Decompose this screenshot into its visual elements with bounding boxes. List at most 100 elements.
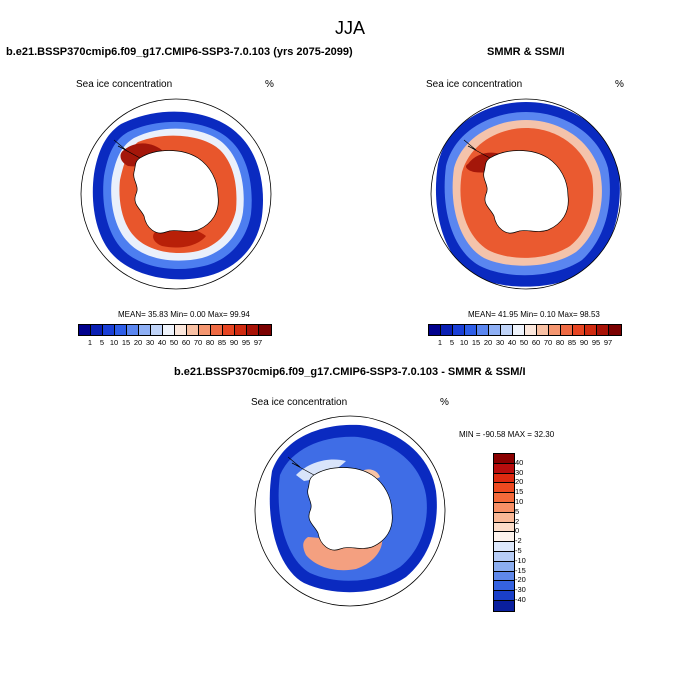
colorbar-tick-label: 80 xyxy=(555,338,565,347)
colorbar-tick-label: 20 xyxy=(133,338,143,347)
colorbar-tick-label: 85 xyxy=(567,338,577,347)
colorbar-tick-label: 40 xyxy=(157,338,167,347)
colorbar-tick-label: 5 xyxy=(449,338,455,347)
diff-polar-map xyxy=(254,415,446,607)
colorbar-swatch xyxy=(187,325,199,335)
colorbar-swatch xyxy=(549,325,561,335)
colorbar-tick-label: 20 xyxy=(483,338,493,347)
model-polar-map xyxy=(80,98,272,290)
model-stats: MEAN= 35.83 Min= 0.00 Max= 99.94 xyxy=(118,310,250,319)
obs-units-label: % xyxy=(615,79,624,90)
colorbar-swatch xyxy=(513,325,525,335)
colorbar-swatch xyxy=(127,325,139,335)
colorbar-swatch xyxy=(259,325,271,335)
colorbar-tick-label: 0 xyxy=(515,526,520,536)
colorbar-swatch xyxy=(103,325,115,335)
colorbar-swatch xyxy=(494,591,514,601)
colorbar-swatch xyxy=(573,325,585,335)
colorbar-swatch xyxy=(494,502,514,513)
colorbar-swatch xyxy=(441,325,453,335)
colorbar-tick-label: 5 xyxy=(99,338,105,347)
colorbar-swatch xyxy=(525,325,537,335)
colorbar-tick-label: 10 xyxy=(515,497,524,506)
colorbar-tick-label: -10 xyxy=(515,555,526,565)
colorbar-swatch xyxy=(494,493,514,503)
colorbar-tick-label: 50 xyxy=(519,338,529,347)
model-antarctica-land xyxy=(133,150,219,234)
colorbar-swatch xyxy=(79,325,91,335)
model-variable-label: Sea ice concentration xyxy=(76,79,173,90)
colorbar-tick-label: -2 xyxy=(515,536,522,546)
colorbar-swatch xyxy=(489,325,501,335)
colorbar-tick-label: 30 xyxy=(145,338,155,347)
colorbar-swatch xyxy=(429,325,441,335)
colorbar-swatch xyxy=(494,581,514,592)
obs-polar-map xyxy=(430,98,622,290)
colorbar-swatch xyxy=(609,325,621,335)
obs-stats: MEAN= 41.95 Min= 0.10 Max= 98.53 xyxy=(468,310,600,319)
colorbar-tick-label: 95 xyxy=(591,338,601,347)
colorbar-swatch xyxy=(494,463,514,474)
colorbar-tick-label: 95 xyxy=(241,338,251,347)
colorbar-tick-label: 10 xyxy=(109,338,119,347)
colorbar-tick-label: -15 xyxy=(515,565,526,575)
colorbar-swatch xyxy=(494,483,514,494)
colorbar-tick-label: 15 xyxy=(515,487,524,497)
colorbar-tick-label: 97 xyxy=(253,338,263,347)
colorbar-tick-label: 1 xyxy=(437,338,443,347)
colorbar-swatch xyxy=(139,325,151,335)
colorbar-tick-label: 97 xyxy=(603,338,613,347)
colorbar-swatch xyxy=(494,551,514,562)
colorbar-tick-label: 80 xyxy=(205,338,215,347)
colorbar-tick-label: -30 xyxy=(515,585,526,595)
colorbar-tick-label: 90 xyxy=(579,338,589,347)
colorbar-swatch xyxy=(561,325,573,335)
colorbar-swatch xyxy=(501,325,513,335)
colorbar-tick-label: 70 xyxy=(543,338,553,347)
colorbar-swatch xyxy=(223,325,235,335)
diff-stats: MIN = -90.58 MAX = 32.30 xyxy=(459,430,555,439)
colorbar-tick-label: 5 xyxy=(515,506,520,516)
colorbar-swatch xyxy=(585,325,597,335)
colorbar-swatch xyxy=(465,325,477,335)
colorbar-swatch xyxy=(163,325,175,335)
diff-variable-label: Sea ice concentration xyxy=(251,397,348,408)
obs-colorbar xyxy=(428,324,622,336)
model-panel-title: b.e21.BSSP370cmip6.f09_g17.CMIP6-SSP3-7.… xyxy=(6,46,353,58)
colorbar-swatch xyxy=(494,512,514,523)
colorbar-tick-label: 20 xyxy=(515,477,524,487)
colorbar-tick-label: 2 xyxy=(515,516,520,526)
colorbar-swatch xyxy=(199,325,211,335)
colorbar-swatch xyxy=(494,561,514,572)
colorbar-tick-label: -40 xyxy=(515,595,526,604)
colorbar-tick-label: 1 xyxy=(87,338,93,347)
colorbar-swatch xyxy=(494,473,514,484)
colorbar-tick-label: 70 xyxy=(193,338,203,347)
colorbar-swatch xyxy=(494,600,514,611)
colorbar-swatch xyxy=(247,325,259,335)
diff-colorbar xyxy=(493,453,515,612)
colorbar-swatch xyxy=(235,325,247,335)
colorbar-tick-label: 30 xyxy=(515,467,524,477)
colorbar-swatch xyxy=(494,522,514,533)
colorbar-swatch xyxy=(115,325,127,335)
model-colorbar xyxy=(78,324,272,336)
obs-panel-title: SMMR & SSM/I xyxy=(487,46,565,58)
obs-variable-label: Sea ice concentration xyxy=(426,79,523,90)
colorbar-swatch xyxy=(537,325,549,335)
colorbar-tick-label: 15 xyxy=(471,338,481,347)
colorbar-swatch xyxy=(494,542,514,552)
diff-antarctica-land xyxy=(307,467,393,551)
colorbar-swatch xyxy=(151,325,163,335)
colorbar-swatch xyxy=(91,325,103,335)
colorbar-tick-label: 40 xyxy=(515,457,524,467)
colorbar-tick-label: 60 xyxy=(531,338,541,347)
colorbar-tick-label: 50 xyxy=(169,338,179,347)
colorbar-swatch xyxy=(453,325,465,335)
colorbar-tick-label: 85 xyxy=(217,338,227,347)
model-units-label: % xyxy=(265,79,274,90)
diff-panel-title: b.e21.BSSP370cmip6.f09_g17.CMIP6-SSP3-7.… xyxy=(174,366,526,378)
colorbar-swatch xyxy=(175,325,187,335)
colorbar-tick-label: 60 xyxy=(181,338,191,347)
diff-units-label: % xyxy=(440,397,449,408)
